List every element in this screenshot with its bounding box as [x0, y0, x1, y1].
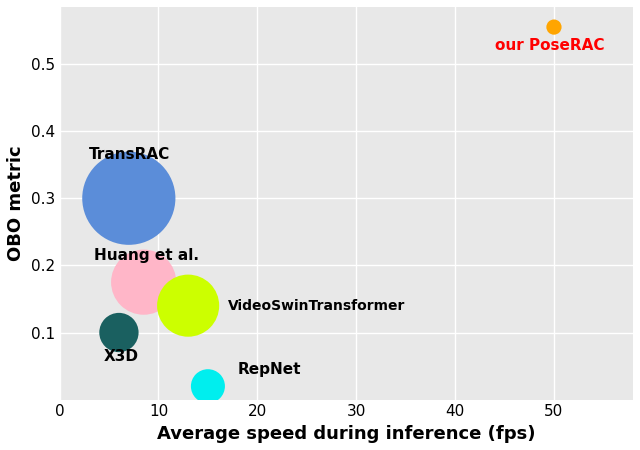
- X-axis label: Average speed during inference (fps): Average speed during inference (fps): [157, 425, 536, 443]
- Point: [203, 382, 213, 390]
- Point: [183, 302, 193, 309]
- Point: [549, 23, 559, 31]
- Text: our PoseRAC: our PoseRAC: [495, 38, 604, 54]
- Point: [114, 329, 124, 336]
- Point: [138, 279, 148, 286]
- Text: TransRAC: TransRAC: [89, 147, 170, 162]
- Text: RepNet: RepNet: [237, 362, 301, 377]
- Text: Huang et al.: Huang et al.: [94, 248, 199, 263]
- Y-axis label: OBO metric: OBO metric: [7, 145, 25, 261]
- Text: X3D: X3D: [104, 348, 139, 364]
- Text: VideoSwinTransformer: VideoSwinTransformer: [228, 299, 405, 313]
- Point: [124, 195, 134, 202]
